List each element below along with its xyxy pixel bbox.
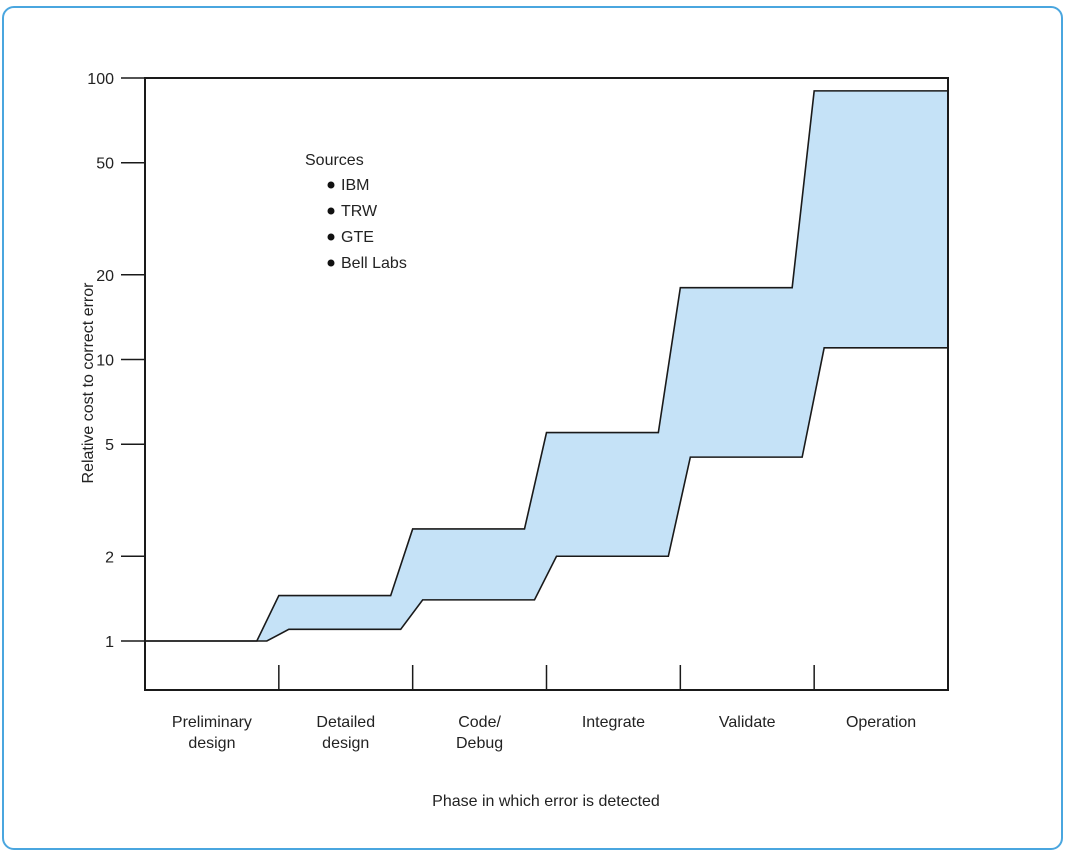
x-category-label: Integrate <box>582 714 645 731</box>
y-tick-label: 10 <box>96 353 114 370</box>
x-category-label: Operation <box>846 714 916 731</box>
y-tick-label: 5 <box>105 437 114 454</box>
y-tick-label: 100 <box>87 71 114 88</box>
upper-bound-line <box>145 90 948 642</box>
legend-item: TRW <box>341 203 378 220</box>
x-axis-title: Phase in which error is detected <box>432 793 660 810</box>
y-tick-label: 2 <box>105 549 114 566</box>
x-category-label: Preliminary design <box>172 714 252 752</box>
cost-band <box>145 90 948 641</box>
y-tick-layer: 1 2 5 10 20 50 100 <box>87 71 145 651</box>
lower-bound-line <box>145 347 948 642</box>
x-category-label: Validate <box>719 714 776 731</box>
legend-title: Sources <box>305 152 364 169</box>
legend-bullet-icon <box>327 233 335 241</box>
x-tick-layer: Preliminary design Detailed design Code/Debu… <box>172 665 916 752</box>
legend-item: IBM <box>341 177 369 194</box>
legend-items: IBM TRW GTE Bell Labs <box>327 177 407 272</box>
y-tick-label: 50 <box>96 156 114 173</box>
legend-item: Bell Labs <box>341 255 407 272</box>
band-layer <box>145 90 948 642</box>
x-category-label: Code/Debug <box>456 714 503 752</box>
legend-bullet-icon <box>327 259 335 267</box>
y-axis-title: Relative cost to correct error <box>80 282 97 484</box>
legend-bullet-icon <box>327 207 335 215</box>
y-tick-label: 1 <box>105 634 114 651</box>
legend: Sources IBM TRW GTE Bell Labs <box>305 152 407 272</box>
x-category-label: Detailed design <box>316 714 375 752</box>
y-tick-label: 20 <box>96 268 114 285</box>
legend-bullet-icon <box>327 181 335 189</box>
legend-item: GTE <box>341 229 374 246</box>
